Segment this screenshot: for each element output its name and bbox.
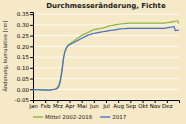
x-axis: JanFebMrzAprMaiJunJulAugSepOktNovDez xyxy=(28,100,179,110)
tick: Nov xyxy=(150,100,161,109)
tick-label: 0.30 xyxy=(17,22,30,28)
tick-label: Mrz xyxy=(53,103,63,109)
tick: Jan xyxy=(28,100,38,110)
grid-line xyxy=(33,24,179,25)
legend: Mittel 2002-2016 2017 xyxy=(33,114,127,120)
grid-line xyxy=(33,46,179,47)
title: Durchmesseränderung, Fichte xyxy=(46,2,166,10)
tick-mark xyxy=(30,89,33,90)
tick-label: 0.05 xyxy=(17,76,30,82)
tick-label: 0.10 xyxy=(17,65,30,71)
tick: Jul xyxy=(102,100,110,110)
tick-label: Aug xyxy=(113,103,124,110)
tick-label: Nov xyxy=(150,103,161,109)
chart: JanFebMrzAprMaiJunJulAugSepOktNovDez-0.0… xyxy=(0,0,186,124)
legend-item: Mittel 2002-2016 xyxy=(33,114,93,120)
legend-label: Mittel 2002-2016 xyxy=(45,114,93,120)
tick: Dez xyxy=(162,100,173,109)
tick-mark xyxy=(30,68,33,69)
tick: 0.25 xyxy=(17,33,33,39)
tick-label: 0.25 xyxy=(17,33,30,39)
tick: -0.05 xyxy=(15,97,33,103)
tick: 0.05 xyxy=(17,76,33,82)
tick-label: Dez xyxy=(162,103,173,109)
tick-label: Feb xyxy=(41,103,51,109)
tick: Sep xyxy=(126,100,137,110)
tick: 0.20 xyxy=(17,44,33,50)
tick: Jun xyxy=(89,100,99,110)
y-axis: -0.05 0.00 0.05 0.10 0.15 0.20 0.25 0.30 0.35 xyxy=(15,11,34,103)
tick: Apr xyxy=(65,100,75,110)
grid-line xyxy=(33,67,179,68)
tick: 0.10 xyxy=(17,65,33,71)
tick-label: Jul xyxy=(102,103,110,110)
tick-label: 0.15 xyxy=(17,54,30,60)
plot: JanFebMrzAprMaiJunJulAugSepOktNovDez-0.0… xyxy=(15,11,180,110)
tick-mark xyxy=(30,14,33,15)
tick-label: -0.05 xyxy=(15,97,30,103)
tick-mark xyxy=(30,79,33,80)
legend-label: 2017 xyxy=(112,114,126,120)
grid-line xyxy=(33,35,179,36)
lines xyxy=(33,21,179,90)
tick-label: 0.35 xyxy=(17,11,30,17)
tick: 0.30 xyxy=(17,22,33,28)
tick: 0.00 xyxy=(17,87,33,93)
tick: Okt xyxy=(138,100,149,109)
grid xyxy=(33,14,179,100)
grid-line xyxy=(33,57,179,58)
tick-label: 0.00 xyxy=(17,87,30,93)
tick: 0.15 xyxy=(17,54,33,60)
tick-label: Sep xyxy=(126,103,137,110)
tick: Feb xyxy=(41,100,51,109)
legend-swatch xyxy=(100,116,110,117)
tick-mark xyxy=(30,57,33,58)
y-axis-title: Änderung, kumulative [cm] xyxy=(2,20,9,91)
grid-line xyxy=(33,14,179,15)
series-line xyxy=(33,27,179,91)
tick-label: 0.20 xyxy=(17,44,30,50)
tick-label: Mai xyxy=(77,103,87,109)
tick-mark xyxy=(30,100,33,101)
grid-line xyxy=(33,78,179,79)
tick-label: Okt xyxy=(138,103,149,109)
tick-label: Apr xyxy=(65,103,75,110)
tick-label: Jun xyxy=(89,103,99,110)
tick-mark xyxy=(30,36,33,37)
tick: Mai xyxy=(77,100,87,109)
tick: Aug xyxy=(113,100,124,110)
tick-label: Jan xyxy=(28,103,38,110)
legend-item: 2017 xyxy=(100,114,126,120)
tick: 0.35 xyxy=(17,11,33,17)
tick: Mrz xyxy=(53,100,63,109)
tick-mark xyxy=(30,46,33,47)
axis-line xyxy=(30,13,34,101)
legend-swatch xyxy=(33,116,43,117)
series-line xyxy=(33,21,179,90)
tick-mark xyxy=(30,25,33,26)
